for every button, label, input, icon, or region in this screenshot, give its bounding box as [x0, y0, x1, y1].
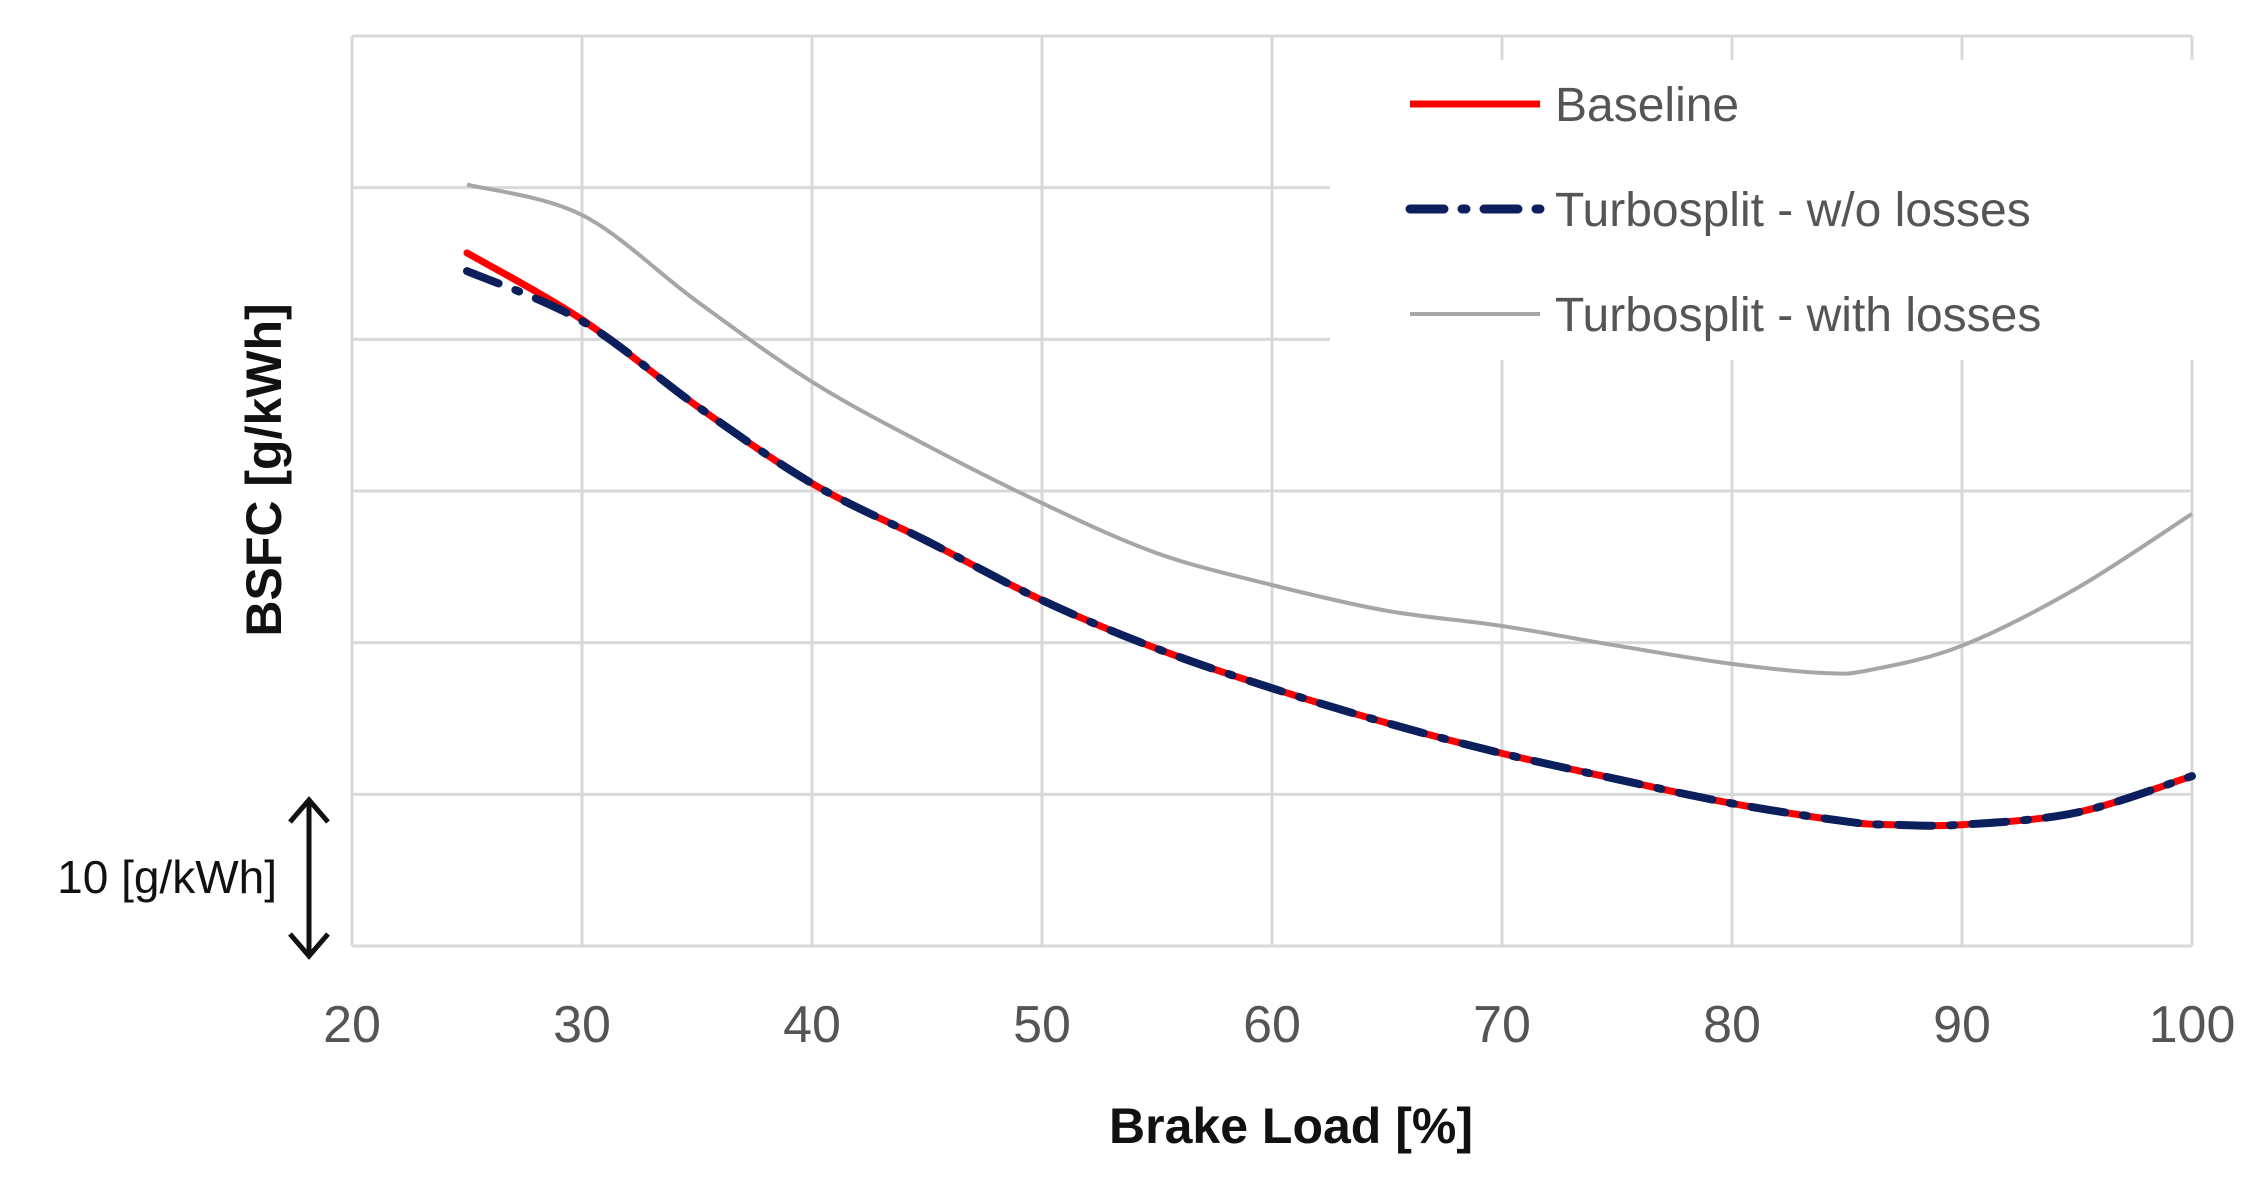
legend-label-baseline: Baseline [1555, 79, 1739, 132]
x-tick-label: 30 [553, 996, 611, 1054]
x-axis-title: Brake Load [%] [1109, 1098, 1473, 1154]
x-tick-labels: 20 30 40 50 60 70 80 90 100 [323, 996, 2235, 1054]
scale-bar-arrowhead-bottom [288, 932, 330, 960]
scale-bar-arrowhead-top [288, 796, 330, 824]
legend-label-without-losses: Turbosplit - w/o losses [1555, 184, 2031, 237]
x-tick-label: 40 [783, 996, 841, 1054]
series-line-without-losses [463, 267, 2196, 830]
legend-label-with-losses: Turbosplit - with losses [1555, 289, 2041, 342]
legend-background [1330, 60, 2210, 360]
y-axis-title: BSFC [g/kWh] [236, 303, 292, 636]
x-tick-label: 50 [1013, 996, 1071, 1054]
series-line-with-losses [466, 182, 2194, 676]
series-lines [463, 182, 2196, 830]
x-tick-label: 90 [1933, 996, 1991, 1054]
x-tick-label: 20 [323, 996, 381, 1054]
x-tick-label: 80 [1703, 996, 1761, 1054]
scale-bar: 10 [g/kWh] [57, 796, 330, 960]
x-tick-label: 60 [1243, 996, 1301, 1054]
legend: Baseline Turbosplit - w/o losses Turbosp… [1330, 60, 2210, 360]
x-tick-label: 100 [2149, 996, 2236, 1054]
x-tick-label: 70 [1473, 996, 1531, 1054]
scale-bar-label: 10 [g/kWh] [57, 851, 277, 903]
